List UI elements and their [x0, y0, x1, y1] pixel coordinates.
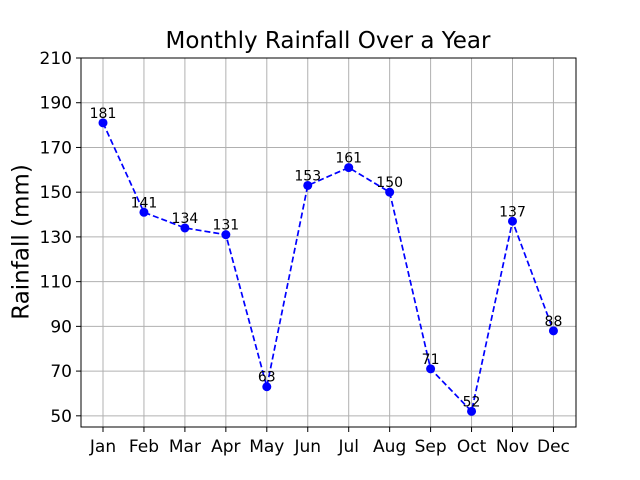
data-value-label: 71 [422, 352, 440, 368]
y-tick-label: 70 [50, 362, 72, 382]
x-tick-label: Jun [293, 437, 321, 457]
y-tick-label: 190 [40, 94, 72, 114]
data-value-label: 153 [294, 168, 321, 184]
data-point-marker [467, 406, 477, 416]
rainfall-series-line [102, 122, 555, 414]
grid-lines [81, 57, 576, 427]
data-value-label: 141 [131, 195, 158, 211]
plot-area-frame [80, 57, 577, 428]
data-value-label: 63 [258, 370, 276, 386]
y-tick-label: 90 [50, 317, 72, 337]
y-tick-label: 150 [40, 183, 72, 203]
axis-ticks: Jan Feb Mar Apr May Jun Jul Aug Sep Oct Nov Dec 50 70… [40, 49, 570, 457]
data-value-label: 131 [212, 218, 239, 234]
data-value-label: 137 [499, 204, 526, 220]
data-value-label: 88 [545, 314, 563, 330]
data-point-marker [303, 180, 313, 190]
data-point-marker [548, 326, 558, 336]
x-tick-label: Sep [415, 437, 447, 457]
data-value-label: 52 [463, 394, 481, 410]
x-tick-label: Apr [211, 437, 240, 457]
x-tick-label: Jan [89, 437, 116, 457]
x-tick-label: Oct [457, 437, 487, 457]
y-axis-label: Rainfall (mm) [9, 164, 35, 320]
x-tick-label: Nov [496, 437, 529, 457]
data-point-marker [180, 223, 190, 233]
y-tick-label: 130 [40, 228, 72, 248]
x-tick-label: May [249, 437, 284, 457]
data-point-marker [98, 118, 108, 128]
x-tick-label: Jul [337, 437, 359, 457]
y-tick-label: 210 [40, 49, 72, 69]
y-tick-label: 110 [40, 273, 72, 293]
data-point-marker [262, 382, 272, 392]
data-value-label: 161 [335, 151, 362, 167]
x-tick-label: Feb [129, 437, 159, 457]
y-tick-label: 50 [50, 407, 72, 427]
data-point-marker [221, 230, 231, 240]
data-value-label: 134 [172, 211, 199, 227]
data-value-label: 181 [90, 106, 117, 122]
data-point-marker [426, 364, 436, 374]
series-rainfall: 181 141 134 131 63 153 161 150 71 52 137 88 [90, 106, 563, 416]
chart-title: Monthly Rainfall Over a Year [166, 28, 491, 54]
x-tick-label: Aug [373, 437, 406, 457]
data-point-marker [139, 207, 149, 217]
data-point-marker [385, 187, 395, 197]
data-point-marker [508, 216, 517, 226]
data-value-label: 150 [376, 175, 403, 191]
data-point-marker [344, 163, 354, 173]
y-tick-label: 170 [40, 138, 72, 158]
x-tick-label: Mar [169, 437, 201, 457]
x-tick-label: Dec [537, 437, 570, 457]
